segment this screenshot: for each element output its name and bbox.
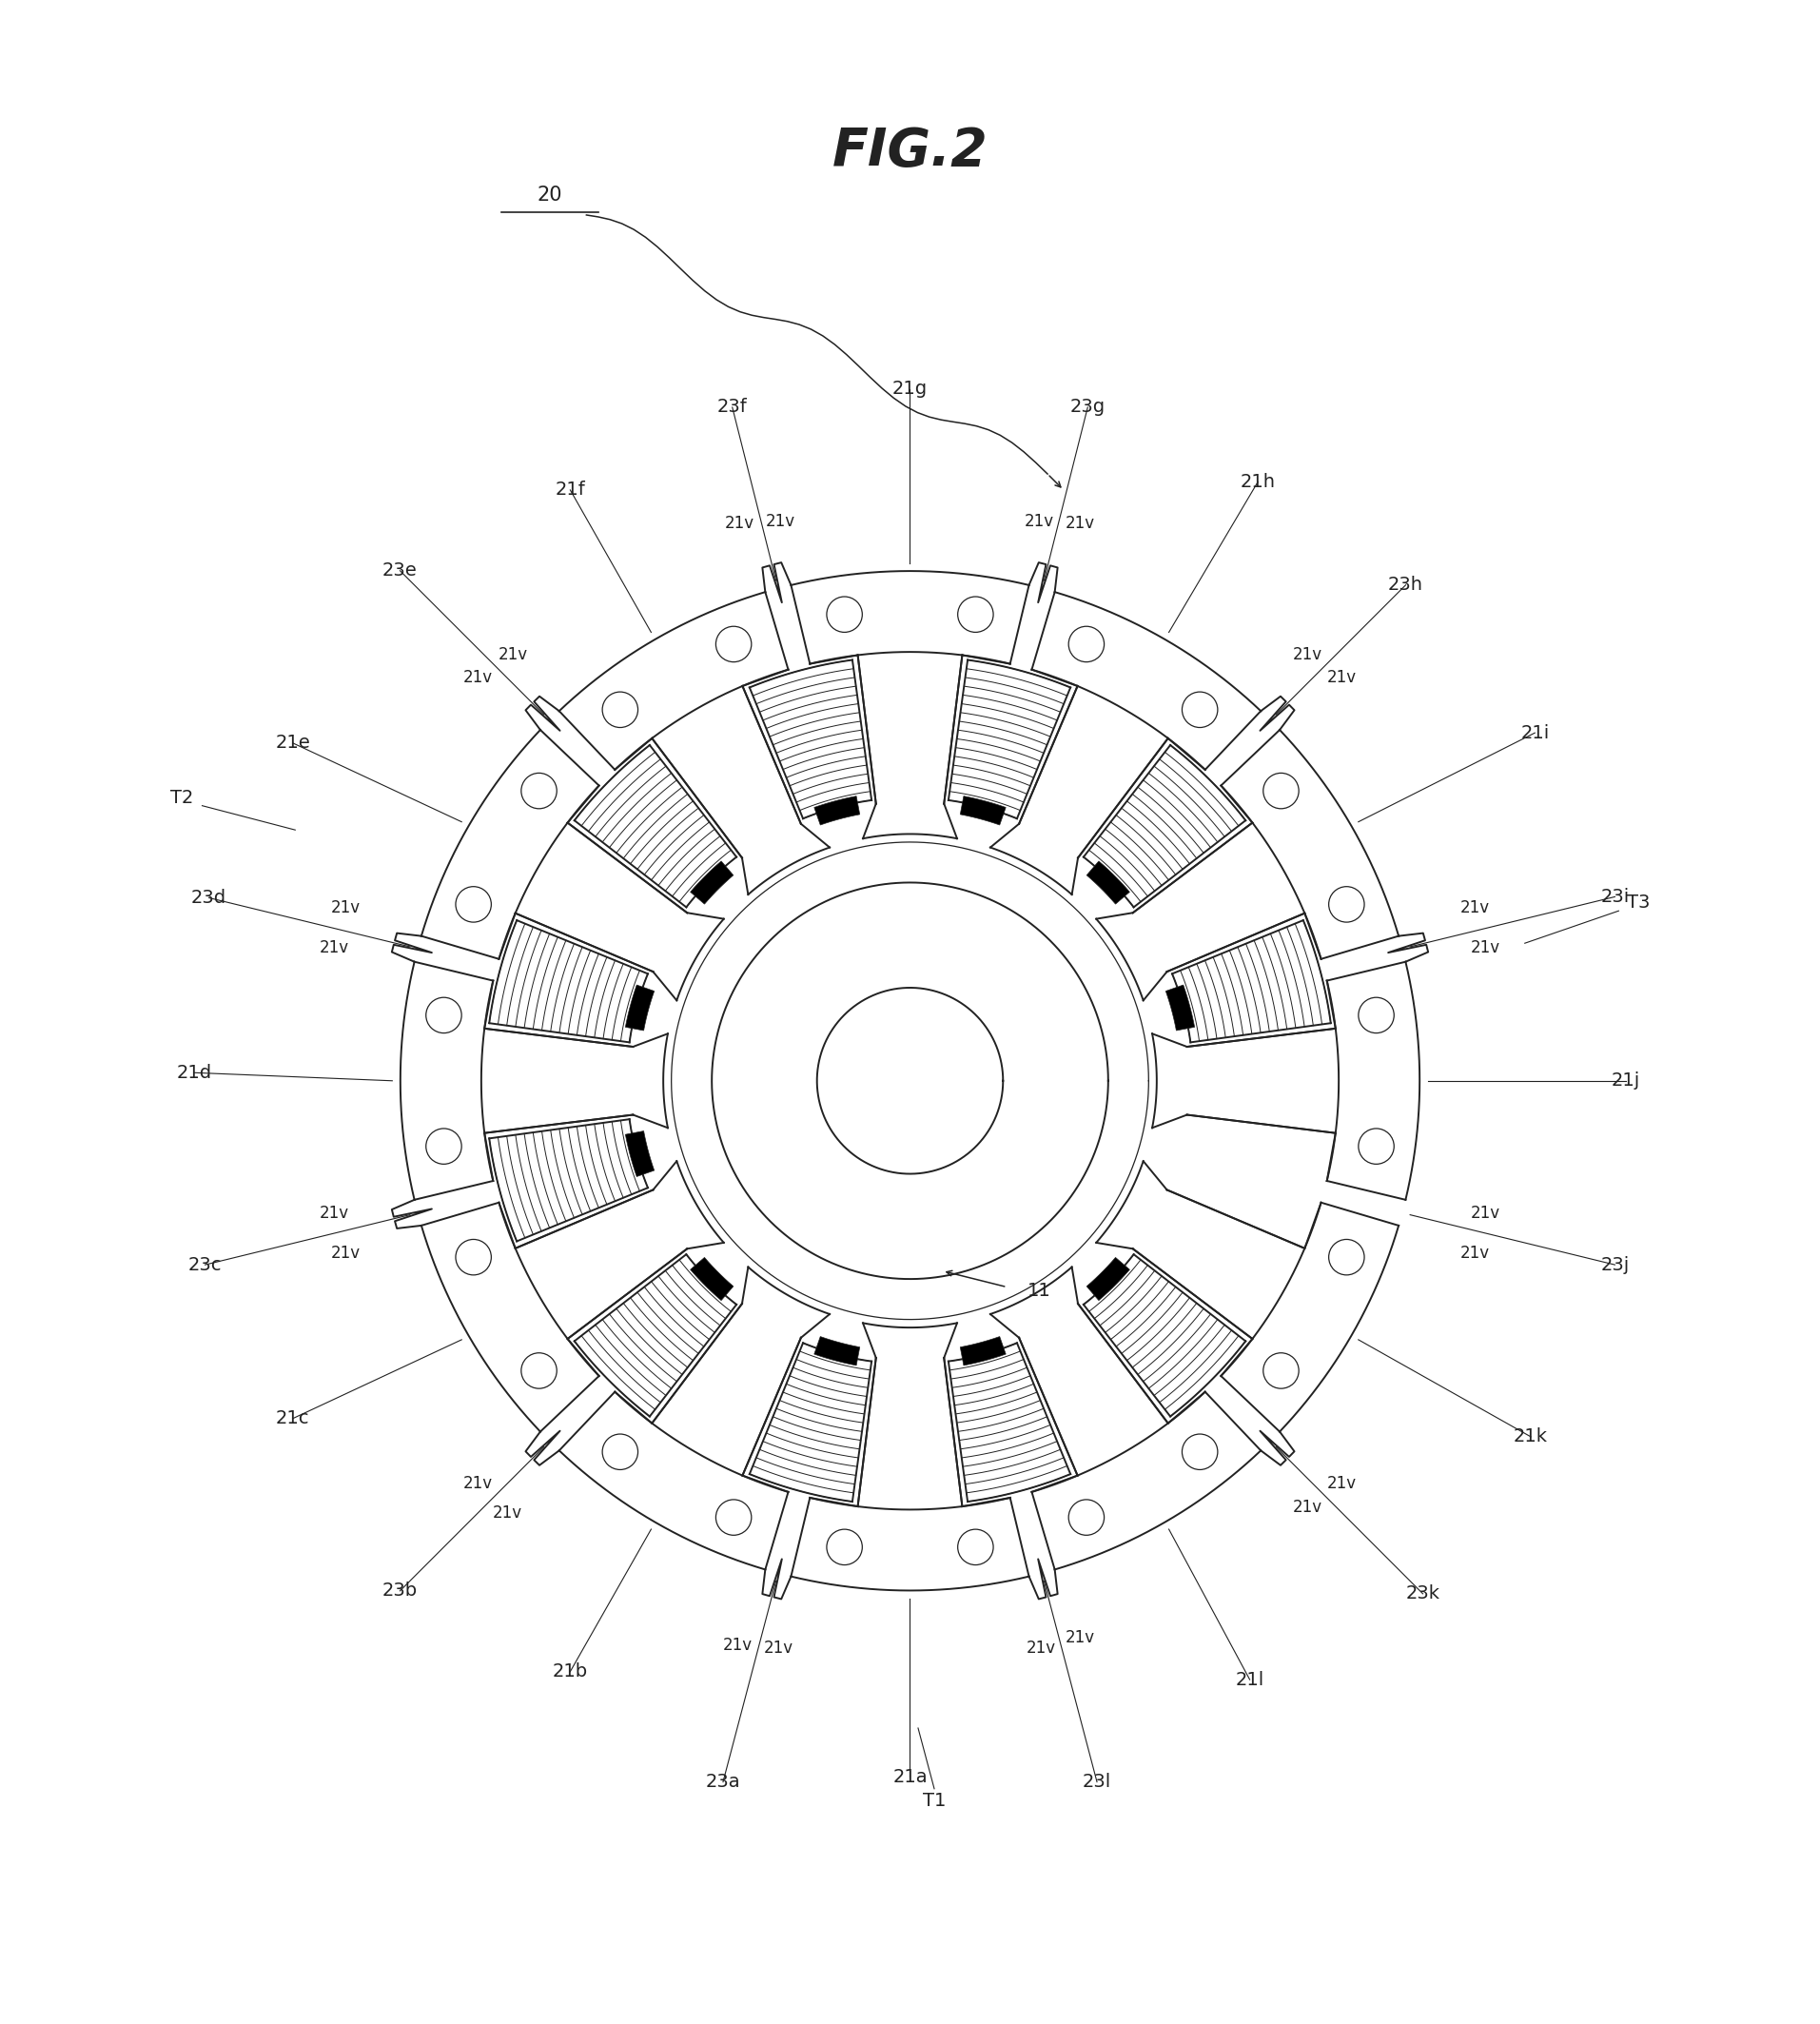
Text: 21f: 21f (555, 482, 586, 500)
Text: 21e: 21e (275, 735, 309, 753)
Text: 23e: 23e (382, 561, 417, 579)
Text: 21v: 21v (766, 512, 795, 530)
Text: 21v: 21v (464, 670, 493, 686)
Text: 21v: 21v (331, 1245, 360, 1263)
Text: 21v: 21v (320, 1204, 349, 1222)
Polygon shape (626, 1131, 653, 1176)
Text: 21v: 21v (1292, 1498, 1321, 1516)
Polygon shape (814, 1336, 859, 1366)
Text: 11: 11 (1028, 1281, 1052, 1299)
Text: 23f: 23f (717, 399, 748, 417)
Text: 21v: 21v (1460, 899, 1489, 917)
Text: 21v: 21v (1065, 1629, 1096, 1646)
Text: 21v: 21v (320, 939, 349, 957)
Text: 21h: 21h (1239, 474, 1276, 492)
Polygon shape (690, 860, 733, 905)
Text: 21v: 21v (331, 899, 360, 917)
Text: 21v: 21v (1026, 1639, 1056, 1658)
Text: 21d: 21d (177, 1065, 211, 1081)
Polygon shape (1167, 986, 1194, 1030)
Text: 21v: 21v (1471, 1204, 1500, 1222)
Polygon shape (961, 795, 1006, 826)
Text: 21v: 21v (1025, 512, 1054, 530)
Text: 21a: 21a (892, 1767, 928, 1785)
Text: 21j: 21j (1611, 1073, 1640, 1089)
Text: 21v: 21v (724, 514, 755, 532)
Text: 21v: 21v (1327, 670, 1356, 686)
Polygon shape (961, 1336, 1006, 1366)
Polygon shape (626, 986, 653, 1030)
Text: T2: T2 (171, 789, 193, 808)
Text: 21v: 21v (1327, 1475, 1356, 1492)
Text: T3: T3 (1627, 895, 1649, 911)
Text: 23i: 23i (1600, 889, 1629, 907)
Text: 21v: 21v (1065, 514, 1096, 532)
Text: 21v: 21v (464, 1475, 493, 1492)
Text: 21i: 21i (1520, 725, 1549, 743)
Text: 21v: 21v (1292, 646, 1321, 664)
Text: 23a: 23a (706, 1773, 741, 1791)
Text: 21v: 21v (1460, 1245, 1489, 1263)
Text: 21b: 21b (553, 1662, 588, 1680)
Text: 21v: 21v (723, 1637, 752, 1654)
Text: FIG.2: FIG.2 (832, 125, 988, 178)
Text: 21v: 21v (764, 1639, 794, 1658)
Text: 21v: 21v (499, 646, 528, 664)
Text: 21v: 21v (1471, 939, 1500, 957)
Text: 21v: 21v (493, 1504, 522, 1522)
Text: 23k: 23k (1405, 1585, 1440, 1603)
Text: 21g: 21g (892, 381, 928, 399)
Text: 23h: 23h (1389, 577, 1423, 593)
Text: 23l: 23l (1083, 1773, 1112, 1791)
Text: 23d: 23d (191, 889, 228, 907)
Text: 20: 20 (537, 186, 562, 204)
Text: 21c: 21c (277, 1409, 309, 1427)
Text: 21l: 21l (1236, 1670, 1265, 1688)
Text: 23g: 23g (1070, 399, 1105, 417)
Polygon shape (1087, 1257, 1130, 1301)
Text: 23b: 23b (382, 1583, 417, 1599)
Text: T1: T1 (923, 1791, 946, 1809)
Polygon shape (814, 795, 859, 826)
Polygon shape (1087, 860, 1130, 905)
Text: 21k: 21k (1514, 1427, 1549, 1445)
Polygon shape (690, 1257, 733, 1301)
Text: 23j: 23j (1600, 1255, 1629, 1273)
Text: 23c: 23c (187, 1255, 222, 1273)
